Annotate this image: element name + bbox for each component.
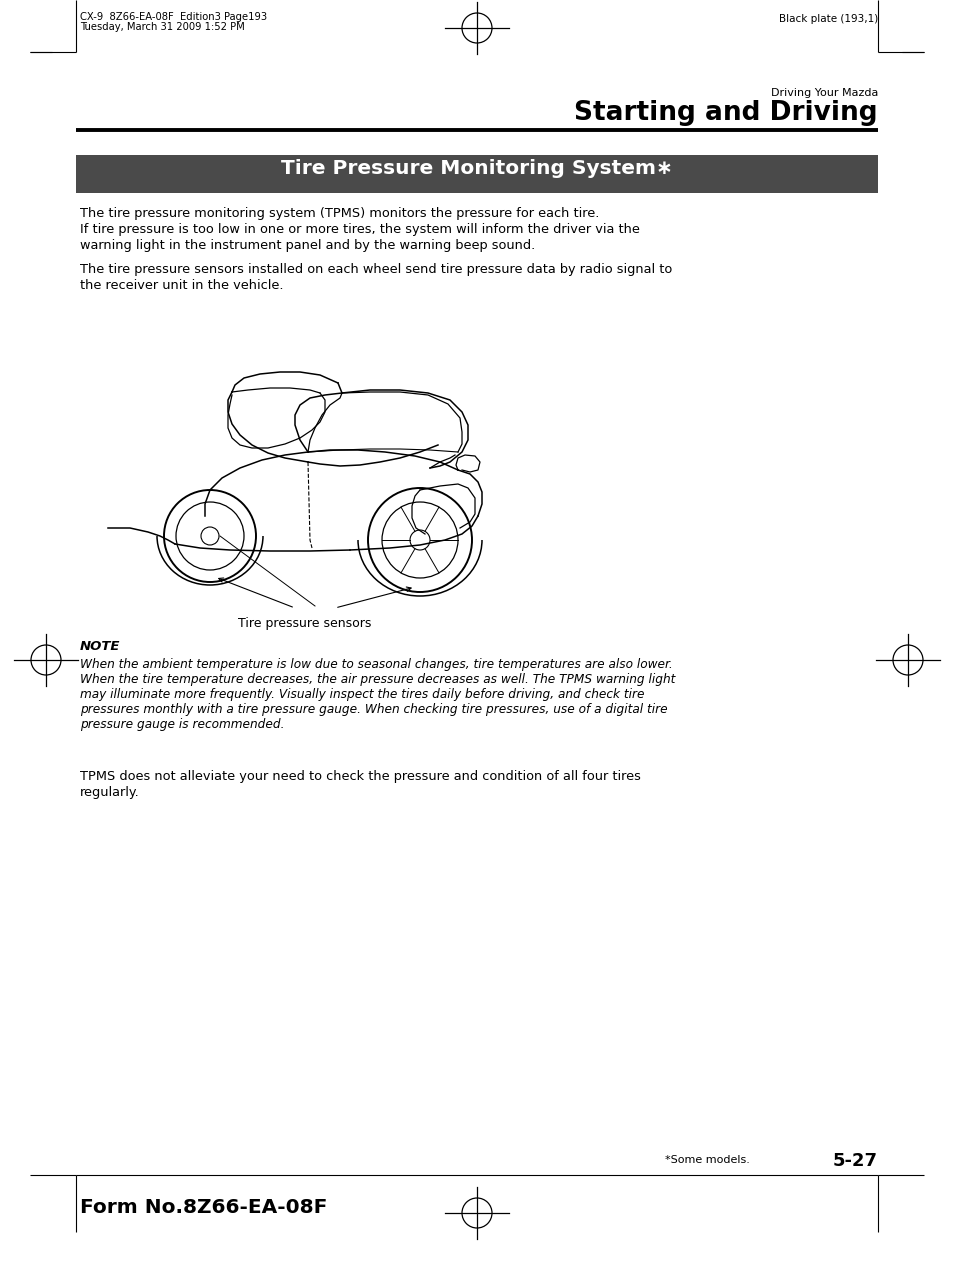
Text: Black plate (193,1): Black plate (193,1) [778, 14, 877, 24]
Text: TPMS does not alleviate your need to check the pressure and condition of all fou: TPMS does not alleviate your need to che… [80, 770, 640, 783]
Text: The tire pressure monitoring system (TPMS) monitors the pressure for each tire.: The tire pressure monitoring system (TPM… [80, 207, 598, 220]
Text: pressure gauge is recommended.: pressure gauge is recommended. [80, 718, 284, 731]
Text: If tire pressure is too low in one or more tires, the system will inform the dri: If tire pressure is too low in one or mo… [80, 224, 639, 236]
Text: Driving Your Mazda: Driving Your Mazda [770, 87, 877, 98]
Text: Starting and Driving: Starting and Driving [574, 100, 877, 126]
Text: Tuesday, March 31 2009 1:52 PM: Tuesday, March 31 2009 1:52 PM [80, 22, 245, 32]
Text: CX-9  8Z66-EA-08F  Edition3 Page193: CX-9 8Z66-EA-08F Edition3 Page193 [80, 12, 267, 22]
Text: *Some models.: *Some models. [664, 1155, 749, 1165]
Text: pressures monthly with a tire pressure gauge. When checking tire pressures, use : pressures monthly with a tire pressure g… [80, 703, 667, 716]
Text: may illuminate more frequently. Visually inspect the tires daily before driving,: may illuminate more frequently. Visually… [80, 687, 644, 702]
Text: Tire pressure sensors: Tire pressure sensors [238, 617, 372, 630]
FancyBboxPatch shape [76, 155, 877, 193]
Text: 5-27: 5-27 [832, 1151, 877, 1171]
Text: Tire Pressure Monitoring System∗: Tire Pressure Monitoring System∗ [281, 159, 672, 179]
Text: the receiver unit in the vehicle.: the receiver unit in the vehicle. [80, 279, 283, 292]
Text: regularly.: regularly. [80, 786, 139, 799]
Text: When the tire temperature decreases, the air pressure decreases as well. The TPM: When the tire temperature decreases, the… [80, 673, 675, 686]
Text: NOTE: NOTE [80, 640, 120, 653]
Text: warning light in the instrument panel and by the warning beep sound.: warning light in the instrument panel an… [80, 239, 535, 252]
Text: Form No.8Z66-EA-08F: Form No.8Z66-EA-08F [80, 1198, 327, 1217]
Text: The tire pressure sensors installed on each wheel send tire pressure data by rad: The tire pressure sensors installed on e… [80, 263, 672, 276]
Text: When the ambient temperature is low due to seasonal changes, tire temperatures a: When the ambient temperature is low due … [80, 658, 672, 671]
